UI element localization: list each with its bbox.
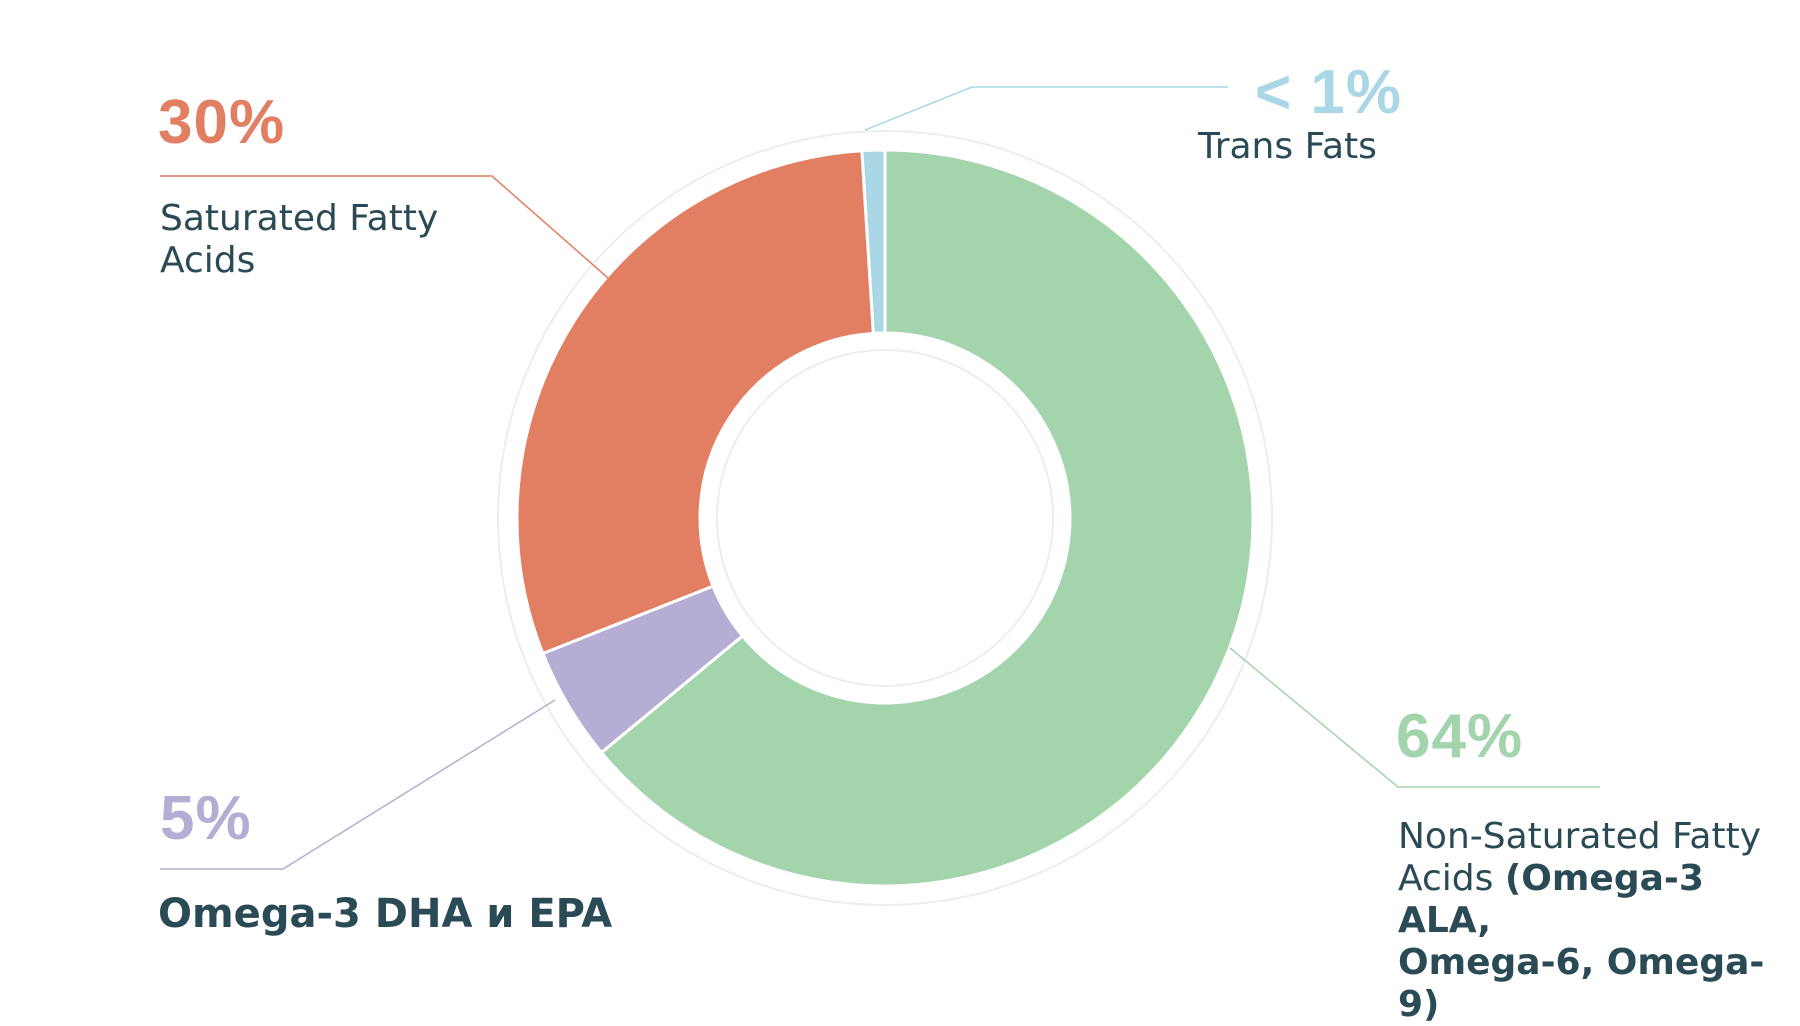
omega3-percent: 5% xyxy=(160,784,252,853)
nonsat-label-line1: Non-Saturated Fatty xyxy=(1398,816,1762,857)
donut-chart-svg xyxy=(160,86,1600,906)
inner-guide-ring xyxy=(716,349,1054,687)
leader-line-saturated xyxy=(160,175,609,279)
nonsat-label-line3-text: Omega-6, Omega-9) xyxy=(1398,942,1765,1025)
donut-slice-2 xyxy=(515,149,875,656)
trans-fats-percent: < 1% xyxy=(1255,58,1403,127)
donut-slice-0 xyxy=(599,148,1255,888)
donut-slice-3 xyxy=(860,148,887,335)
leader-line-trans xyxy=(864,86,1228,131)
saturated-percent: 30% xyxy=(158,88,286,157)
nonsat-percent: 64% xyxy=(1396,702,1524,771)
donut-chart: < 1% Trans Fats 30% Saturated Fatty Acid… xyxy=(158,58,1764,1026)
trans-fats-label: Trans Fats xyxy=(1198,126,1377,167)
leader-line-nonsat xyxy=(1229,647,1600,788)
leader-line-omega3 xyxy=(160,699,556,870)
nonsat-label-line2: Acids (Omega-3 ALA, xyxy=(1398,858,1800,942)
nonsat-label-line3: Omega-6, Omega-9) xyxy=(1398,942,1800,1026)
nonsat-label: Non-Saturated Fatty Acids (Omega-3 ALA, … xyxy=(1398,816,1800,1026)
outer-guide-ring xyxy=(497,130,1273,906)
omega3-label: Omega-3 DHA и EPA xyxy=(158,891,613,937)
saturated-label-line1: Saturated Fatty xyxy=(160,198,439,239)
nonsat-label-line2b: (Omega-3 ALA, xyxy=(1398,858,1704,941)
saturated-label: Saturated Fatty Acids xyxy=(160,198,438,282)
saturated-label-line2: Acids xyxy=(160,240,256,281)
nonsat-label-line2a: Acids xyxy=(1398,858,1505,899)
